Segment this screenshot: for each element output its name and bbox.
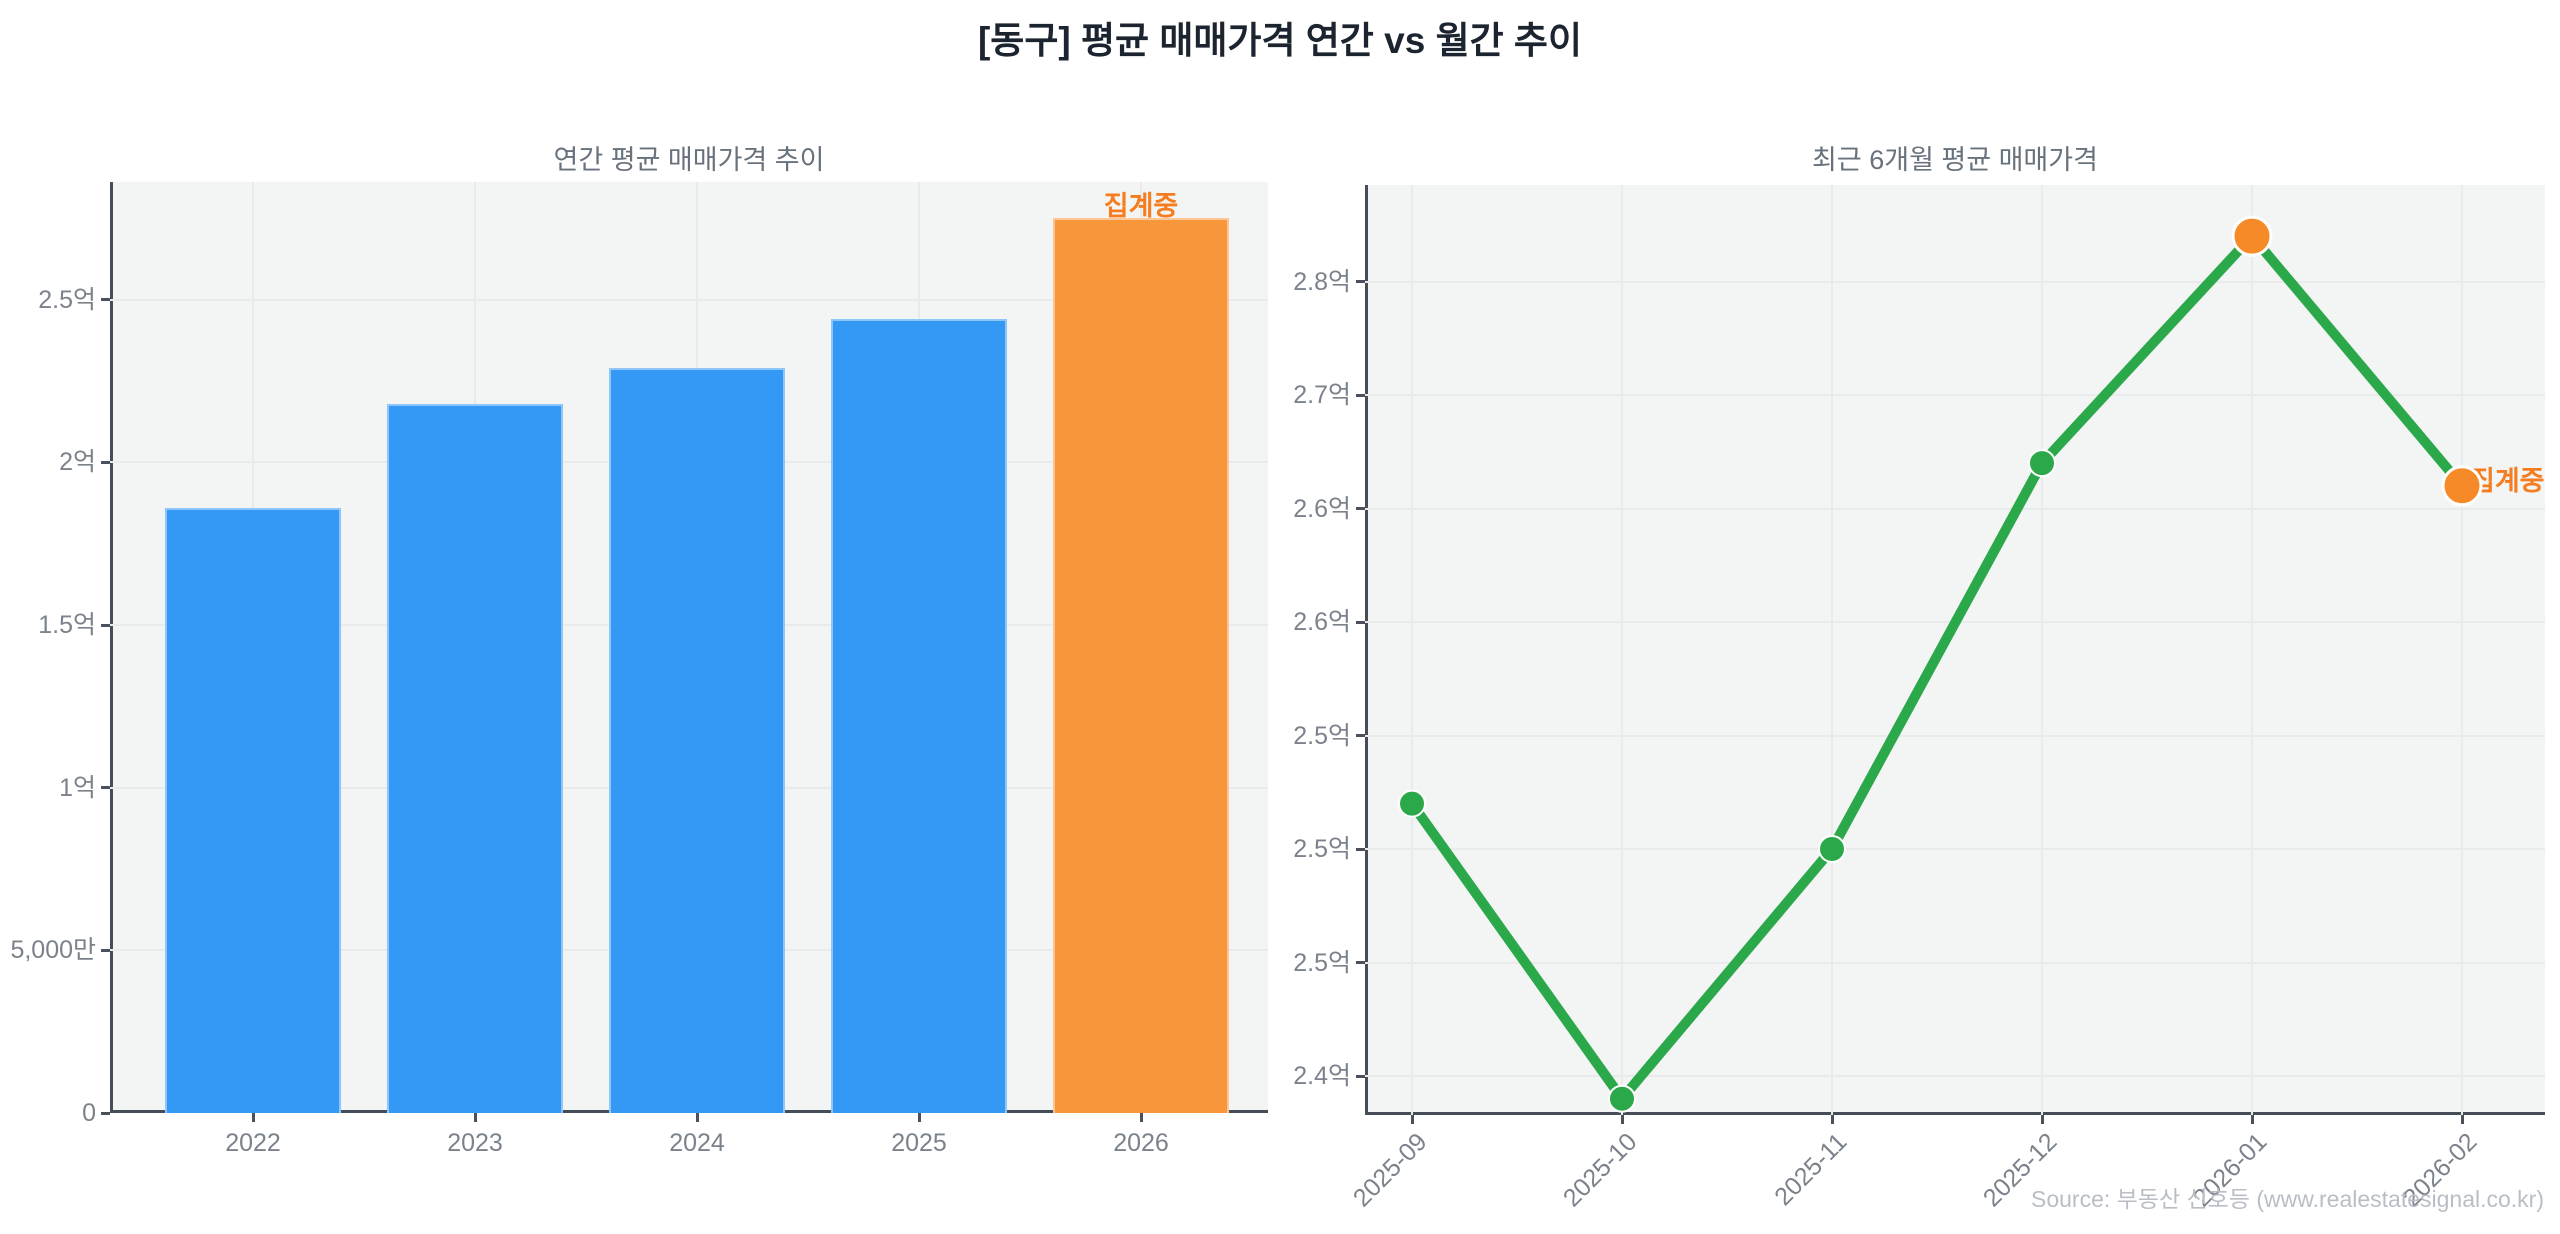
x-tick-mark	[1830, 1115, 1834, 1124]
gridline-v	[2461, 185, 2463, 1115]
x-tick-mark	[2460, 1115, 2464, 1124]
bar-2022	[165, 507, 341, 1113]
gridline-h	[110, 298, 1268, 301]
monthly-chart-title: 최근 6개월 평균 매매가격	[1812, 145, 2098, 175]
page-title: [동구] 평균 매매가격 연간 vs 월간 추이	[977, 20, 1583, 61]
y-tick-mark	[101, 460, 110, 464]
x-tick-mark	[473, 1113, 477, 1122]
bar-2025	[831, 319, 1007, 1113]
source-note: Source: 부동산 신호등 (www.realestatesignal.co…	[2031, 1186, 2544, 1212]
x-tick-mark	[251, 1113, 255, 1122]
gridline-v	[2041, 185, 2043, 1115]
x-tick-mark	[1139, 1113, 1143, 1122]
gridline-h	[1365, 848, 2545, 850]
y-tick-label: 5,000만	[10, 936, 96, 965]
y-tick-label: 2.4억	[1293, 1062, 1351, 1090]
x-tick-mark	[1410, 1115, 1414, 1124]
gridline-h	[1365, 734, 2545, 737]
x-tick-mark	[2250, 1115, 2254, 1124]
x-tick-label: 2023	[447, 1129, 503, 1157]
y-tick-mark	[1356, 847, 1365, 851]
y-tick-mark	[101, 623, 110, 627]
y-tick-mark	[1356, 507, 1365, 510]
y-tick-mark	[1356, 620, 1365, 624]
y-tick-label: 2.5억	[1293, 721, 1351, 750]
y-tick-mark	[1356, 961, 1365, 964]
x-tick-label: 2025-11	[1769, 1127, 1853, 1212]
y-tick-mark	[101, 786, 110, 790]
y-tick-mark	[1356, 393, 1365, 397]
y-tick-label: 0	[82, 1099, 96, 1127]
annual-chart-title: 연간 평균 매매가격 추이	[553, 145, 825, 175]
bar-2024	[609, 368, 785, 1113]
y-tick-mark	[101, 298, 110, 302]
x-tick-mark	[2040, 1115, 2044, 1124]
x-tick-label: 2025-10	[1557, 1127, 1643, 1213]
gridline-v	[1621, 185, 1623, 1115]
x-tick-label: 2026	[1113, 1129, 1169, 1157]
gridline-v	[1831, 185, 1833, 1115]
gridline-h	[1365, 394, 2545, 396]
gridline-h	[1365, 1075, 2545, 1077]
y-tick-label: 2.5억	[38, 285, 96, 314]
x-tick-mark	[1620, 1115, 1624, 1124]
y-tick-label: 2.7억	[1293, 381, 1351, 409]
x-tick-label: 2025	[891, 1129, 947, 1157]
y-tick-label: 2.5억	[1293, 948, 1351, 977]
gridline-h	[1365, 961, 2545, 964]
x-tick-label: 2022	[225, 1129, 281, 1157]
y-tick-mark	[1356, 1074, 1365, 1078]
monthly-aggregating-label: 집계중	[2470, 466, 2545, 496]
bar-2023	[387, 403, 563, 1113]
bar-2026	[1053, 218, 1229, 1113]
gridline-h	[1365, 280, 2545, 283]
gridline-v	[1411, 185, 1413, 1115]
gridline-h	[1365, 507, 2545, 510]
x-tick-label: 2024	[669, 1129, 725, 1157]
y-tick-label: 2.8억	[1293, 267, 1351, 296]
monthly-plot	[1365, 185, 2545, 1115]
y-tick-label: 2.6억	[1293, 608, 1351, 636]
gridline-h	[1365, 621, 2545, 623]
y-tick-label: 2억	[59, 448, 96, 477]
y-tick-mark	[1356, 280, 1365, 283]
gridline-v	[2251, 185, 2253, 1115]
y-tick-mark	[101, 1111, 110, 1115]
y-tick-label: 1억	[59, 773, 96, 802]
x-tick-label: 2025-09	[1347, 1127, 1433, 1213]
x-tick-mark	[917, 1113, 921, 1122]
annual-aggregating-label: 집계중	[1103, 191, 1179, 221]
y-tick-label: 2.5억	[1293, 835, 1351, 863]
y-tick-label: 2.6억	[1293, 494, 1351, 523]
x-tick-mark	[695, 1113, 699, 1122]
y-tick-mark	[101, 948, 110, 952]
y-tick-label: 1.5억	[38, 611, 96, 640]
y-tick-mark	[1356, 734, 1365, 737]
